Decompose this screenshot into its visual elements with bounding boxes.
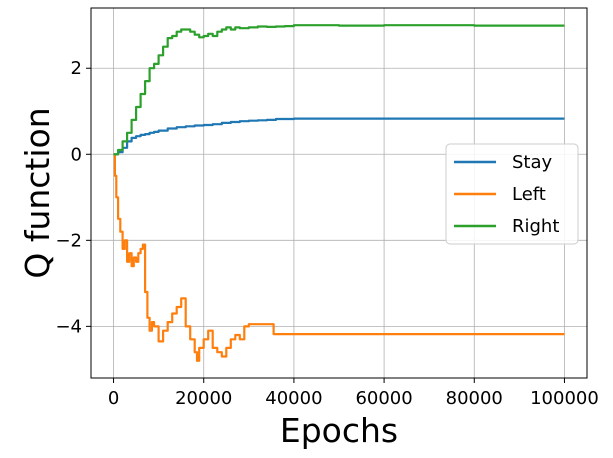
legend-label: Left <box>512 184 546 205</box>
y-tick-label: −4 <box>55 316 82 337</box>
x-tick-label: 0 <box>108 388 119 409</box>
x-tick-label: 20000 <box>175 388 232 409</box>
x-tick-label: 80000 <box>446 388 503 409</box>
legend: Stay Left Right <box>445 143 579 245</box>
x-axis-label: Epochs <box>280 411 398 450</box>
y-tick-label: −2 <box>55 230 82 251</box>
plot-frame <box>90 7 588 379</box>
series-line-stay <box>113 117 565 156</box>
series-line-left <box>113 153 565 362</box>
legend-label: Stay <box>512 152 553 173</box>
series-line-right <box>113 24 565 156</box>
legend-label: Right <box>512 216 559 237</box>
series-layer <box>113 24 565 362</box>
legend-box <box>445 143 579 245</box>
x-tick-label: 40000 <box>265 388 322 409</box>
ticks: 0 20000 40000 60000 80000 100000 −4 −2 0 2 <box>55 58 598 409</box>
y-axis-label: Q function <box>18 107 57 278</box>
y-tick-label: 0 <box>71 144 82 165</box>
y-tick-label: 2 <box>71 58 82 79</box>
x-tick-label: 60000 <box>355 388 412 409</box>
x-tick-label: 100000 <box>530 388 599 409</box>
